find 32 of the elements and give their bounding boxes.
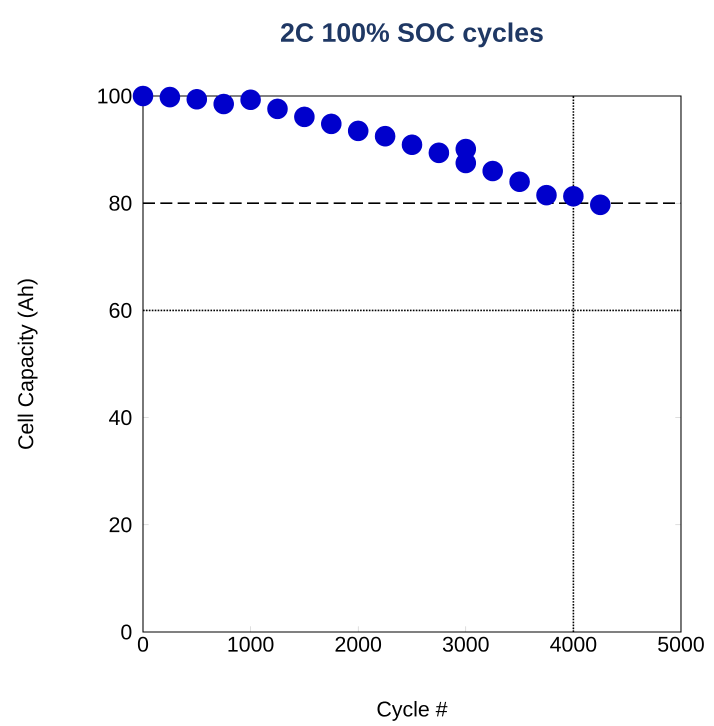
x-tick-label: 0 — [138, 636, 148, 652]
point — [536, 184, 557, 206]
x-tick-label: 5000 — [658, 636, 704, 652]
y-tick-label: 20 — [110, 517, 132, 532]
x-tick-label: 3000 — [442, 636, 489, 652]
y-tick-label: 80 — [109, 196, 132, 211]
y-tick-label: 60 — [110, 302, 132, 318]
point — [563, 186, 584, 207]
y-tick-label: 40 — [109, 410, 132, 426]
point — [186, 88, 208, 110]
x-axis-title: Cycle # — [378, 700, 448, 721]
chart-title: 2C 100% SOC cycles — [280, 22, 543, 48]
x-tick-label: 1000 — [228, 636, 274, 652]
point — [428, 142, 450, 164]
y-tick-label: 100 — [98, 88, 132, 104]
point — [482, 160, 503, 182]
point — [160, 86, 180, 108]
point — [590, 194, 611, 216]
point — [267, 98, 288, 120]
point — [240, 89, 261, 110]
point — [348, 120, 368, 142]
x-tick-label: 2000 — [336, 636, 382, 652]
point — [374, 126, 396, 146]
y-tick-label: 0 — [121, 624, 132, 640]
point — [132, 86, 154, 106]
point — [213, 94, 234, 114]
point — [402, 134, 422, 156]
point — [509, 171, 530, 192]
point — [321, 114, 342, 134]
x-tick-label: 4000 — [550, 636, 596, 652]
y-axis-title: Cell Capacity (Ah) — [18, 279, 38, 449]
point — [294, 106, 315, 128]
